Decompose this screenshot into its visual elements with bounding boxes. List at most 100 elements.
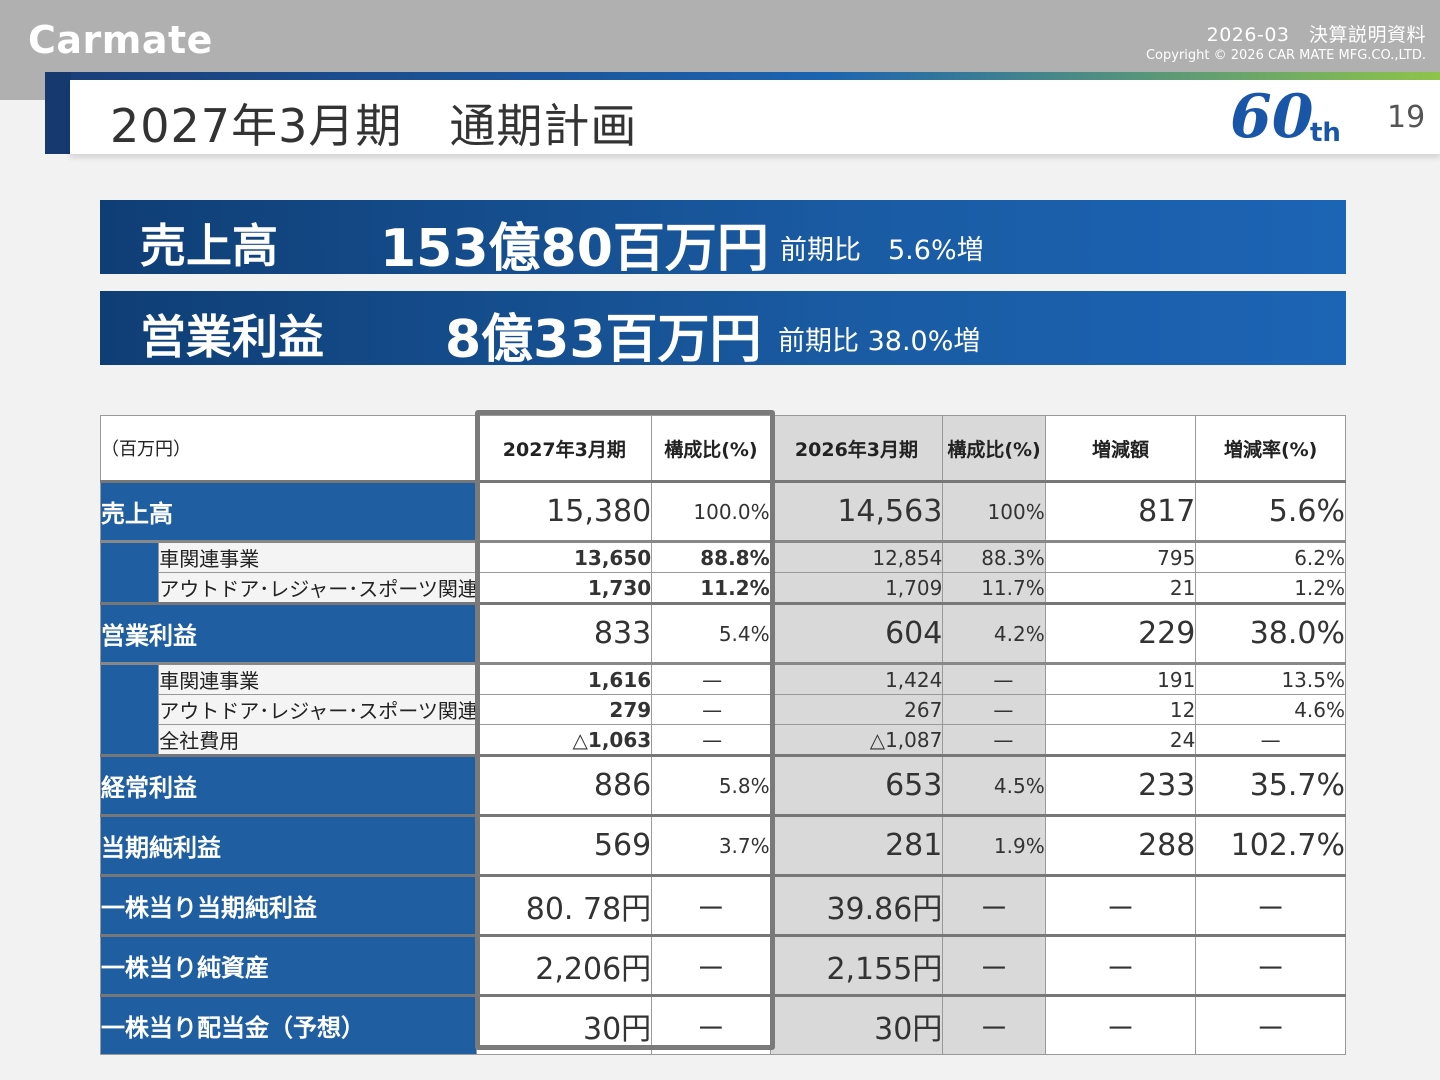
cell: 281 xyxy=(769,814,944,876)
cell: — xyxy=(942,724,1046,756)
cell: 2,155円 xyxy=(769,934,944,996)
cell: 30円 xyxy=(769,994,944,1055)
table-row-ordinary-profit: 経常利益 886 5.8% 653 4.5% 233 35.7% xyxy=(99,754,1346,816)
op-banner-value: 8億33百万円 xyxy=(445,310,762,370)
cell: 4.2% xyxy=(942,602,1046,664)
cell: － xyxy=(651,934,771,996)
title-bar: 2027年3月期 通期計画 60 th 19 xyxy=(70,80,1440,154)
row-label: 経常利益 xyxy=(99,754,478,816)
cell: 3.7% xyxy=(651,814,771,876)
cell: 4.5% xyxy=(942,754,1046,816)
cell: 35.7% xyxy=(1195,754,1346,816)
cell: 88.3% xyxy=(942,540,1046,573)
row-label: 一株当り当期純利益 xyxy=(99,874,478,936)
cell: 14,563 xyxy=(769,480,944,542)
cell: 100% xyxy=(942,480,1046,542)
row-label: 当期純利益 xyxy=(99,814,478,876)
cell: 12,854 xyxy=(769,540,944,573)
cell: 102.7% xyxy=(1195,814,1346,876)
cell: — xyxy=(942,662,1046,695)
row-label: 車関連事業 xyxy=(158,662,478,695)
cell: 5.4% xyxy=(651,602,771,664)
cell: － xyxy=(1195,934,1346,996)
cell: 653 xyxy=(769,754,944,816)
sales-banner-comparison: 前期比 5.6%増 xyxy=(780,235,984,266)
cell: － xyxy=(651,994,771,1055)
cell: — xyxy=(942,694,1046,725)
row-label: 営業利益 xyxy=(99,602,478,664)
sales-banner-value: 153億80百万円 xyxy=(380,219,769,279)
cell: 1,709 xyxy=(769,572,944,604)
title-side-block xyxy=(45,72,71,154)
col-header-current-year: 2027年3月期 xyxy=(476,415,653,482)
cell: － xyxy=(1195,994,1346,1055)
unit-label: （百万円） xyxy=(99,415,478,482)
document-title: 2026-03 決算説明資料 xyxy=(1206,24,1426,46)
indent-block xyxy=(99,540,160,604)
col-header-change-rate: 増減率(%) xyxy=(1195,415,1346,482)
row-label: 一株当り純資産 xyxy=(99,934,478,996)
copyright-text: Copyright © 2026 CAR MATE MFG.CO.,LTD. xyxy=(1145,48,1426,63)
cell: 233 xyxy=(1044,754,1197,816)
indent-block xyxy=(99,662,160,756)
row-label: 車関連事業 xyxy=(158,540,478,573)
table-row-eps: 一株当り当期純利益 80. 78円 － 39.86円 － － － xyxy=(99,874,1346,936)
60th-anniversary-logo: 60 th xyxy=(1230,82,1341,152)
cell: 100.0% xyxy=(651,480,771,542)
cell: 5.8% xyxy=(651,754,771,816)
cell: 817 xyxy=(1044,480,1197,542)
cell: △1,087 xyxy=(769,724,944,756)
cell: 288 xyxy=(1044,814,1197,876)
cell: 229 xyxy=(1044,602,1197,664)
operating-profit-banner: 営業利益 8億33百万円 前期比 38.0%増 xyxy=(100,291,1346,370)
cell: — xyxy=(1195,724,1346,756)
cell: 1.9% xyxy=(942,814,1046,876)
cell: 30円 xyxy=(476,994,653,1055)
table-row-sales-outdoor: アウトドア･レジャー･スポーツ関連 1,730 11.2% 1,709 11.7… xyxy=(101,572,1346,604)
cell: 1,424 xyxy=(769,662,944,695)
cell: 38.0% xyxy=(1195,602,1346,664)
anniversary-number: 60 xyxy=(1230,82,1314,152)
cell: － xyxy=(1044,934,1197,996)
table-row-op-outdoor: アウトドア･レジャー･スポーツ関連 279 — 267 — 12 4.6% xyxy=(101,694,1346,725)
sales-banner-label: 売上高 xyxy=(140,219,278,273)
anniversary-suffix: th xyxy=(1310,118,1341,148)
cell: — xyxy=(651,724,771,756)
cell: 13.5% xyxy=(1195,662,1346,695)
cell: 11.7% xyxy=(942,572,1046,604)
row-label: 一株当り配当金（予想） xyxy=(99,994,478,1055)
cell: 24 xyxy=(1044,724,1197,756)
col-header-current-ratio: 構成比(%) xyxy=(651,415,771,482)
sales-banner: 売上高 153億80百万円 前期比 5.6%増 xyxy=(100,200,1346,279)
cell: 1.2% xyxy=(1195,572,1346,604)
cell: － xyxy=(1044,874,1197,936)
cell: － xyxy=(1195,874,1346,936)
cell: 1,730 xyxy=(476,572,653,604)
row-label: アウトドア･レジャー･スポーツ関連 xyxy=(158,572,478,604)
cell: 2,206円 xyxy=(476,934,653,996)
cell: － xyxy=(651,874,771,936)
cell: — xyxy=(651,694,771,725)
cell: 569 xyxy=(476,814,653,876)
op-banner-label: 営業利益 xyxy=(140,310,324,364)
cell: 13,650 xyxy=(476,540,653,573)
cell: 795 xyxy=(1044,540,1197,573)
table-row-op-corporate: 全社費用 △1,063 — △1,087 — 24 — xyxy=(101,724,1346,756)
cell: 1,616 xyxy=(476,662,653,695)
cell: 21 xyxy=(1044,572,1197,604)
cell: 267 xyxy=(769,694,944,725)
table-row-bps: 一株当り純資産 2,206円 － 2,155円 － － － xyxy=(99,934,1346,996)
cell: 604 xyxy=(769,602,944,664)
page-number: 19 xyxy=(1387,100,1426,135)
financial-plan-table: （百万円） 2027年3月期 構成比(%) 2026年3月期 構成比(%) 増減… xyxy=(99,415,1346,1055)
cell: 11.2% xyxy=(651,572,771,604)
cell: 39.86円 xyxy=(769,874,944,936)
cell: 833 xyxy=(476,602,653,664)
table-header-row: （百万円） 2027年3月期 構成比(%) 2026年3月期 構成比(%) 増減… xyxy=(99,415,1346,482)
cell: — xyxy=(651,662,771,695)
cell: － xyxy=(1044,994,1197,1055)
col-header-prev-year: 2026年3月期 xyxy=(769,415,944,482)
cell: 886 xyxy=(476,754,653,816)
accent-gradient-stripe xyxy=(70,72,1440,80)
cell: － xyxy=(942,874,1046,936)
